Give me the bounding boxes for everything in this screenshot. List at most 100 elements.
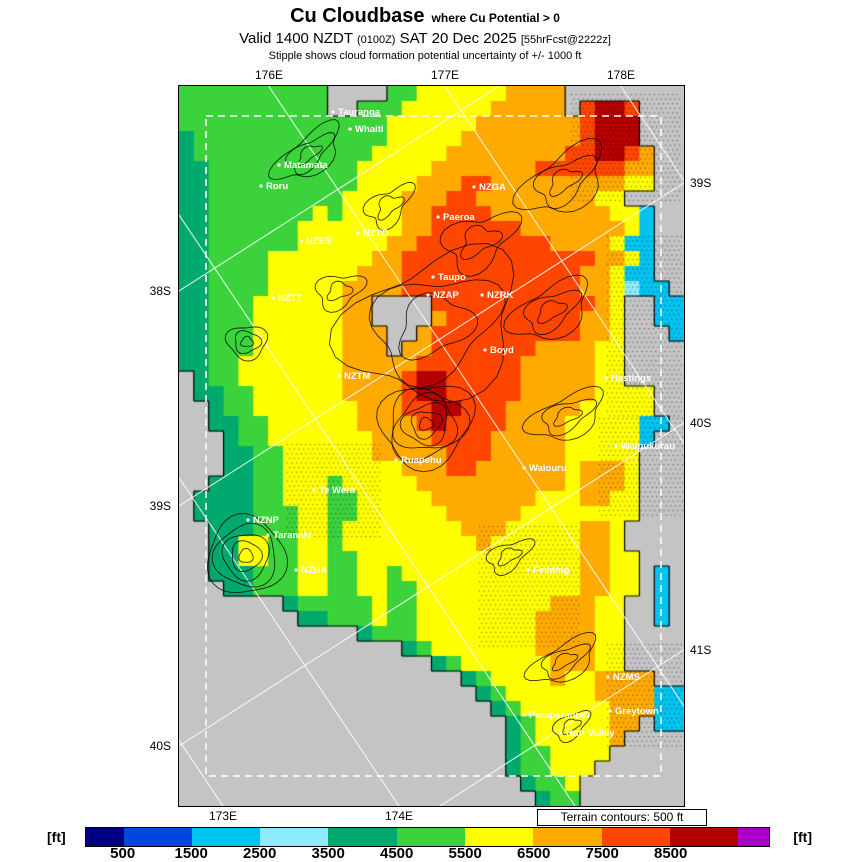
station-dot [426, 293, 430, 297]
station-label: Greytown [615, 706, 659, 717]
colorbar-segment [533, 828, 602, 846]
lon-label-top: 178E [606, 68, 636, 82]
station-dot [259, 184, 263, 188]
terrain-contour [231, 540, 263, 573]
station-label: Hutt Valley [566, 728, 615, 739]
terrain-contour [460, 224, 503, 260]
station-dot [483, 348, 487, 352]
station-label: Ruapehu [401, 455, 442, 466]
station-label: Whaiti [355, 124, 384, 135]
colorbar-segment [601, 828, 670, 846]
unit-label-right: [ft] [793, 829, 812, 845]
station-dot [337, 374, 341, 378]
colorbar-segment [669, 828, 739, 846]
station-label: NZES [306, 236, 331, 247]
lon-label-top: 176E [254, 68, 284, 82]
station-label: Waipukurau [621, 441, 675, 452]
terrain-contour [399, 402, 448, 447]
station-label: Roru [266, 181, 288, 192]
lon-label-top: 177E [430, 68, 460, 82]
terrain-contour [398, 292, 479, 361]
map-overlay-svg: Tauranga Whaiti Matamata Roru NZGA Paeroa NZTO… [179, 86, 684, 806]
terrain-contour [523, 632, 597, 683]
station-dot [266, 533, 270, 537]
colorbar [85, 827, 770, 847]
terrain-contour [328, 243, 515, 403]
terrain-contour [326, 280, 354, 302]
lat-label-left: 38S [149, 284, 171, 298]
lat-label-right: 41S [690, 643, 712, 657]
station-dot [608, 709, 612, 713]
lat-label-left: 39S [149, 499, 171, 513]
terrain-contour [377, 195, 406, 221]
terrain-contour [551, 652, 579, 672]
terrain-contour [532, 154, 598, 209]
station-label: NZRK [487, 290, 514, 301]
station-dot [331, 110, 335, 114]
station-dot [431, 275, 435, 279]
terrain-contour [439, 211, 523, 277]
latitude-line [179, 86, 501, 292]
stipple-note: Stipple shows cloud formation potential … [268, 49, 582, 62]
station-label: Paeroa [443, 212, 475, 223]
station-dot [559, 731, 563, 735]
chart-title-qualifier: where Cu Potential > 0 [431, 11, 560, 25]
longitude-line [444, 86, 684, 445]
station-dot [436, 215, 440, 219]
terrain-contour [238, 547, 254, 563]
colorbar-tick: 500 [110, 845, 136, 862]
longitude-line [179, 739, 224, 806]
lon-label-bottom: 174E [384, 809, 414, 823]
terrain-contour [503, 274, 589, 340]
terrain-contour [221, 534, 270, 582]
terrain-contour [521, 385, 604, 441]
terrain-contour [522, 289, 583, 336]
terrain-contour [562, 718, 582, 736]
station-dot [472, 185, 476, 189]
station-label: NZGA [479, 182, 506, 193]
latitude-line [179, 422, 684, 747]
colorbar-area: [ft] [ft] 500 1500 2500 3500 4500 5500 6500 750… [47, 827, 812, 862]
terrain-contour [485, 538, 536, 576]
lat-label-left: 40S [149, 739, 171, 753]
colorbar-tick: 1500 [174, 845, 208, 862]
station-label: Matamata [284, 160, 329, 171]
valid-time-utc: (0100Z) [356, 34, 396, 46]
title-line: Cu Cloudbase where Cu Potential > 0 [0, 3, 850, 29]
colorbar-tick: 2500 [242, 845, 277, 862]
terrain-contour [314, 275, 368, 313]
colorbar-segment [123, 828, 192, 846]
terrain-contour [410, 411, 443, 440]
station-label: Te Wera [319, 485, 356, 496]
terrain-contour [392, 392, 459, 449]
station-label: NZMS [613, 672, 640, 683]
lat-label-right: 39S [690, 176, 712, 190]
station-label: NZTO [363, 228, 389, 239]
colorbar-segment [738, 828, 769, 846]
domain-dashed-frame [205, 115, 662, 777]
terrain-contour [418, 416, 435, 431]
station-label: Tauranga [338, 107, 381, 118]
valid-time-line: Valid 1400 NZDT (0100Z) SAT 20 Dec 2025 … [0, 29, 850, 49]
station-dot [522, 466, 526, 470]
colorbar-tick: 5500 [448, 845, 482, 862]
colorbar-segment [260, 828, 329, 846]
station-dot [312, 488, 316, 492]
station-dot [277, 163, 281, 167]
station-label: NZTM [344, 371, 370, 382]
colorbar-segment [86, 828, 124, 846]
station-dot [606, 675, 610, 679]
station-dot [480, 293, 484, 297]
station-label: Feilding [533, 565, 570, 576]
terrain-contour [362, 181, 416, 231]
forecast-hour-info: [55hrFcst@2222z] [520, 34, 611, 46]
station-label: NZNP [253, 515, 280, 526]
terrain-contour [541, 398, 598, 437]
terrain-contour [297, 145, 323, 167]
colorbar-tick: 6500 [516, 845, 551, 862]
unit-label-left: [ft] [47, 829, 66, 845]
station-dot [294, 568, 298, 572]
terrain-contour [512, 137, 603, 213]
terrain-contour [240, 335, 254, 347]
station-label: Boyd [490, 345, 514, 356]
